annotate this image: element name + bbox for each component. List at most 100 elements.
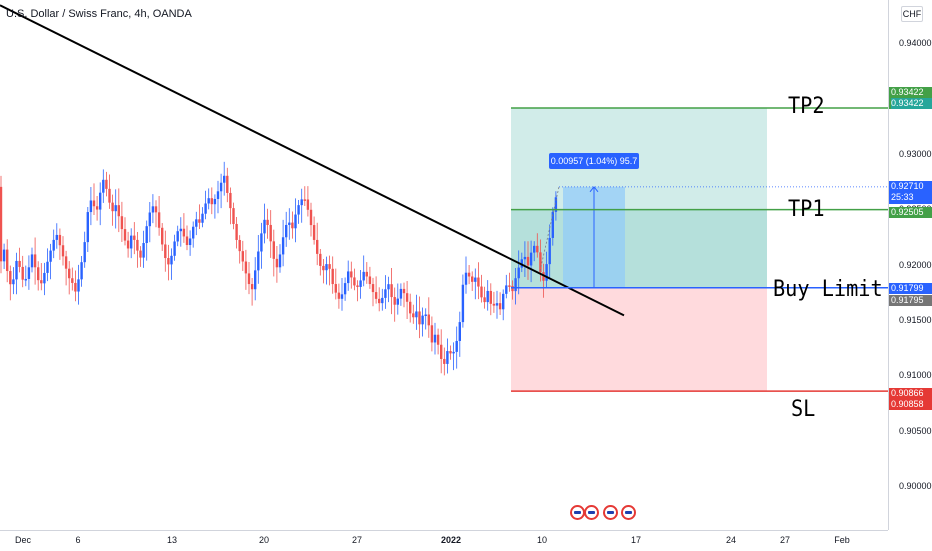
candle-body	[353, 277, 356, 286]
candle-body	[275, 258, 279, 268]
candle-body	[483, 297, 486, 303]
candle-body	[356, 285, 359, 287]
entry-alt-price-tag: 0.91795	[889, 295, 932, 306]
candle-body	[474, 277, 477, 282]
candle-body	[545, 264, 548, 281]
candle-body	[105, 179, 108, 189]
candle-body	[173, 241, 176, 256]
time-tick-label: 27	[779, 535, 791, 545]
candle-body	[430, 325, 434, 343]
candle-body	[446, 351, 449, 364]
economic-event-icon[interactable]	[621, 505, 636, 520]
candle-body	[223, 175, 226, 183]
candle-body	[331, 268, 334, 285]
candle-body	[37, 267, 40, 281]
candle-body	[139, 250, 142, 258]
candle-body	[254, 270, 257, 290]
candle-body	[27, 267, 31, 279]
candle-body	[433, 334, 437, 343]
economic-event-icon[interactable]	[603, 505, 618, 520]
time-tick-label: 20	[258, 535, 270, 545]
candle-body	[68, 268, 71, 279]
economic-event-icon[interactable]	[584, 505, 599, 520]
symbol-title: U.S. Dollar / Swiss Franc, 4h, OANDA	[6, 8, 192, 20]
candle-body	[210, 198, 213, 205]
candle-body	[390, 284, 393, 298]
candle-body	[192, 226, 195, 239]
candle-body	[170, 255, 173, 265]
candle-body	[412, 313, 415, 318]
candle-body	[347, 271, 350, 284]
candle-body	[418, 311, 421, 325]
candle-body	[201, 213, 204, 223]
candle-body	[219, 182, 223, 192]
candle-body	[306, 199, 310, 210]
candle-body	[365, 271, 368, 277]
price-tick-label: 0.92000	[899, 259, 932, 270]
candle-body	[257, 251, 260, 271]
candle-body	[99, 192, 102, 210]
economic-event-icon[interactable]	[570, 505, 585, 520]
candle-body	[533, 245, 536, 253]
candle-body	[405, 293, 409, 302]
candle-body	[123, 229, 127, 241]
sl-price-b: 0.90858	[891, 399, 924, 409]
candle-body	[198, 219, 201, 223]
candle-body	[458, 322, 461, 341]
tp2-annotation[interactable]: TP2	[788, 94, 825, 119]
candle-body	[46, 261, 49, 273]
candle-body	[80, 262, 83, 280]
time-axis[interactable]: Dec 6 13 20 27 2022 10 17 24 27 Feb	[0, 530, 888, 551]
candle-body	[285, 224, 288, 238]
buy-limit-annotation[interactable]: Buy Limit	[773, 277, 883, 302]
candle-body	[55, 234, 58, 240]
candle-body	[126, 240, 130, 249]
candle-body	[337, 292, 341, 299]
candle-body	[281, 237, 285, 255]
price-axis[interactable]: 0.940000.935000.930000.925000.920000.915…	[888, 0, 932, 530]
candle-body	[216, 191, 220, 199]
candle-body	[2, 249, 6, 262]
currency-button[interactable]: CHF	[901, 6, 923, 22]
candle-body	[43, 272, 46, 284]
candle-body	[117, 205, 120, 217]
price-tick-label: 0.91500	[899, 314, 932, 325]
candle-body	[49, 250, 52, 262]
candle-body	[142, 243, 145, 258]
last-price-tag: 0.92710 25:33	[889, 181, 932, 204]
candle-body	[12, 279, 15, 285]
candle-body	[480, 286, 483, 298]
candle-body	[399, 288, 403, 299]
tp1-annotation[interactable]: TP1	[788, 197, 825, 222]
price-chart[interactable]	[0, 0, 888, 530]
candle-body	[269, 224, 272, 242]
measure-label: 0.00957 (1.04%) 95.7	[549, 153, 639, 169]
candle-body	[157, 212, 161, 228]
candle-body	[340, 294, 344, 299]
candle-body	[393, 297, 396, 305]
candle-body	[498, 303, 502, 310]
candle-body	[303, 199, 306, 201]
candle-body	[325, 264, 328, 271]
candle-body	[33, 254, 37, 268]
candle-body	[24, 278, 27, 281]
price-tick-label: 0.90500	[899, 425, 932, 436]
tp2-price-a: 0.93422	[891, 87, 924, 97]
sl-annotation[interactable]: SL	[791, 397, 816, 422]
profit-zone	[511, 108, 767, 288]
candle-body	[526, 256, 530, 266]
candle-body	[436, 334, 440, 345]
candle-body	[15, 260, 18, 280]
candle-body	[461, 284, 465, 323]
candle-body	[529, 252, 533, 266]
candle-body	[151, 206, 155, 213]
candle-body	[86, 212, 89, 243]
candle-body	[40, 280, 43, 284]
time-tick-label: 10	[536, 535, 548, 545]
candle-body	[266, 219, 269, 225]
candle-body	[30, 254, 34, 268]
candle-body	[477, 277, 480, 287]
candle-body	[74, 282, 77, 292]
candle-body	[294, 214, 297, 229]
